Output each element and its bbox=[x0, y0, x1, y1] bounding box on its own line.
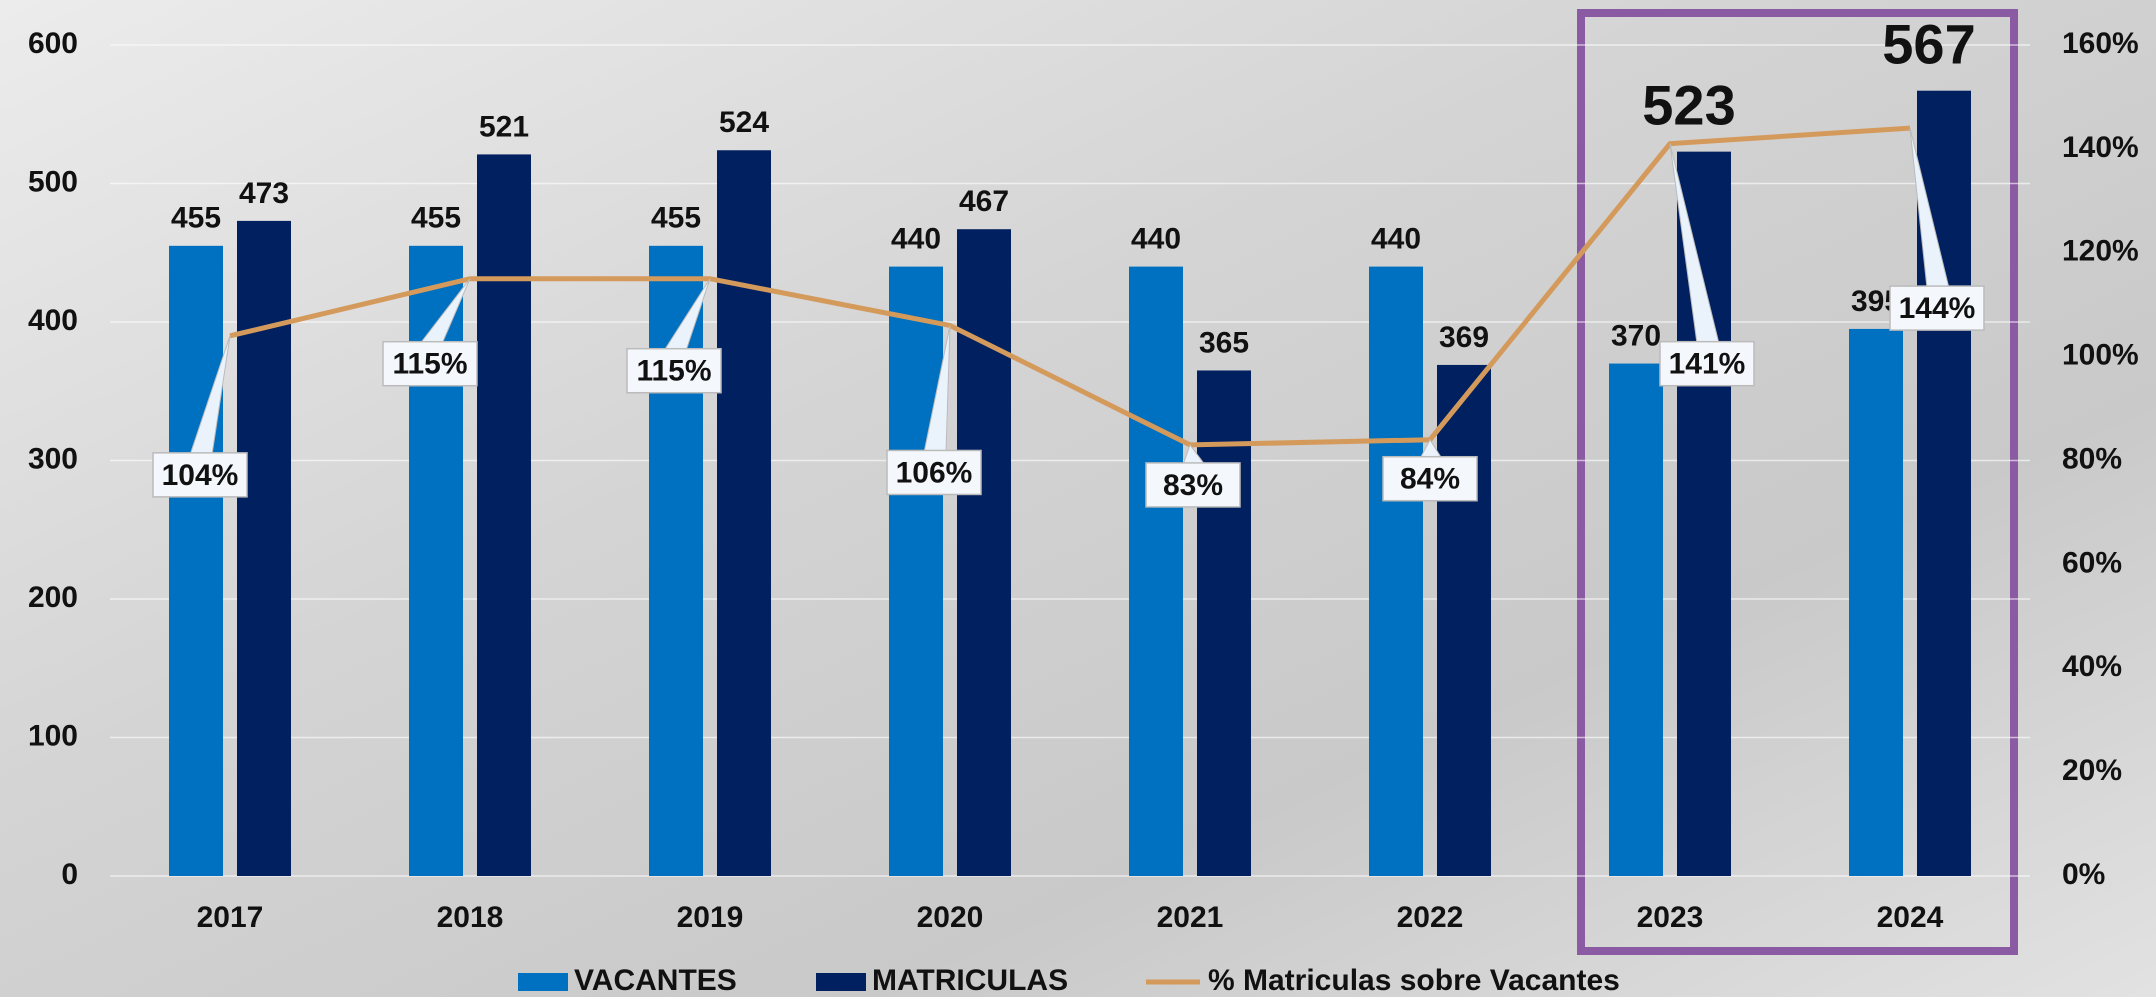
y-tick-label: 400 bbox=[28, 304, 78, 337]
data-label: 467 bbox=[959, 185, 1009, 218]
y2-tick-label: 40% bbox=[2062, 650, 2122, 683]
bar bbox=[477, 154, 531, 877]
data-label: 521 bbox=[479, 110, 529, 143]
y2-tick-label: 0% bbox=[2062, 858, 2105, 891]
callout-box bbox=[626, 347, 722, 394]
bar bbox=[1849, 328, 1903, 876]
data-label: 455 bbox=[411, 202, 461, 235]
callout-box bbox=[1659, 340, 1755, 387]
callout-box bbox=[152, 452, 248, 498]
bar bbox=[957, 229, 1011, 876]
data-label: 455 bbox=[651, 202, 701, 235]
data-label: 104% bbox=[162, 459, 239, 492]
bar bbox=[1129, 266, 1183, 877]
y-tick-label: 600 bbox=[28, 27, 78, 60]
y2-tick-label: 80% bbox=[2062, 442, 2122, 475]
y2-tick-label: 60% bbox=[2062, 546, 2122, 579]
data-label: 106% bbox=[896, 456, 973, 489]
y-tick-label: 0 bbox=[61, 858, 78, 891]
y2-tick-label: 140% bbox=[2062, 131, 2139, 164]
data-label: 370 bbox=[1611, 319, 1661, 352]
bar bbox=[1677, 151, 1731, 876]
data-label: 523 bbox=[1642, 73, 1735, 136]
data-label: 440 bbox=[891, 223, 941, 256]
bar bbox=[1437, 364, 1491, 876]
data-label: 524 bbox=[719, 106, 769, 139]
y2-tick-label: 100% bbox=[2062, 339, 2139, 372]
legend-swatch bbox=[518, 973, 568, 991]
x-tick-label: 2019 bbox=[677, 901, 744, 934]
x-tick-label: 2021 bbox=[1157, 901, 1224, 934]
callout-box bbox=[1889, 285, 1985, 331]
x-tick-label: 2018 bbox=[437, 901, 504, 934]
bar bbox=[237, 220, 291, 876]
callout-box bbox=[1382, 455, 1478, 502]
data-label: 473 bbox=[239, 177, 289, 210]
y2-tick-label: 20% bbox=[2062, 754, 2122, 787]
x-tick-label: 2022 bbox=[1397, 901, 1464, 934]
legend-label: VACANTES bbox=[574, 964, 737, 997]
y-tick-label: 500 bbox=[28, 165, 78, 198]
y2-tick-label: 160% bbox=[2062, 27, 2139, 60]
bar bbox=[1609, 363, 1663, 876]
data-label: 365 bbox=[1199, 326, 1249, 359]
x-tick-label: 2020 bbox=[917, 901, 984, 934]
highlight-box bbox=[1577, 9, 2018, 955]
data-label: 84% bbox=[1400, 463, 1460, 496]
legend-swatch bbox=[816, 973, 866, 991]
bar bbox=[717, 150, 771, 876]
callout-box bbox=[1145, 462, 1241, 508]
data-label: 455 bbox=[171, 202, 221, 235]
x-tick-label: 2024 bbox=[1877, 901, 1944, 934]
callout-box bbox=[886, 449, 982, 496]
data-label: 83% bbox=[1163, 469, 1223, 502]
data-label: 567 bbox=[1882, 13, 1975, 76]
data-label: 115% bbox=[392, 348, 467, 381]
y-tick-label: 300 bbox=[28, 442, 78, 475]
bar bbox=[889, 266, 943, 877]
line bbox=[229, 125, 1911, 448]
data-label: 440 bbox=[1371, 223, 1421, 256]
data-label: 440 bbox=[1131, 223, 1181, 256]
callout-box bbox=[382, 340, 478, 387]
legend-label: MATRICULAS bbox=[872, 964, 1068, 997]
y-tick-label: 200 bbox=[28, 581, 78, 614]
y2-tick-label: 120% bbox=[2062, 235, 2139, 268]
legend-label: % Matriculas sobre Vacantes bbox=[1208, 964, 1620, 997]
data-label: 144% bbox=[1899, 292, 1976, 325]
data-label: 369 bbox=[1439, 321, 1489, 354]
bar bbox=[1197, 370, 1251, 876]
data-label: 141% bbox=[1669, 348, 1746, 381]
y-tick-label: 100 bbox=[28, 719, 78, 752]
data-label: 115% bbox=[636, 355, 711, 388]
bar bbox=[169, 245, 223, 876]
x-tick-label: 2017 bbox=[197, 901, 264, 934]
x-tick-label: 2023 bbox=[1637, 901, 1704, 934]
bar bbox=[1369, 266, 1423, 877]
